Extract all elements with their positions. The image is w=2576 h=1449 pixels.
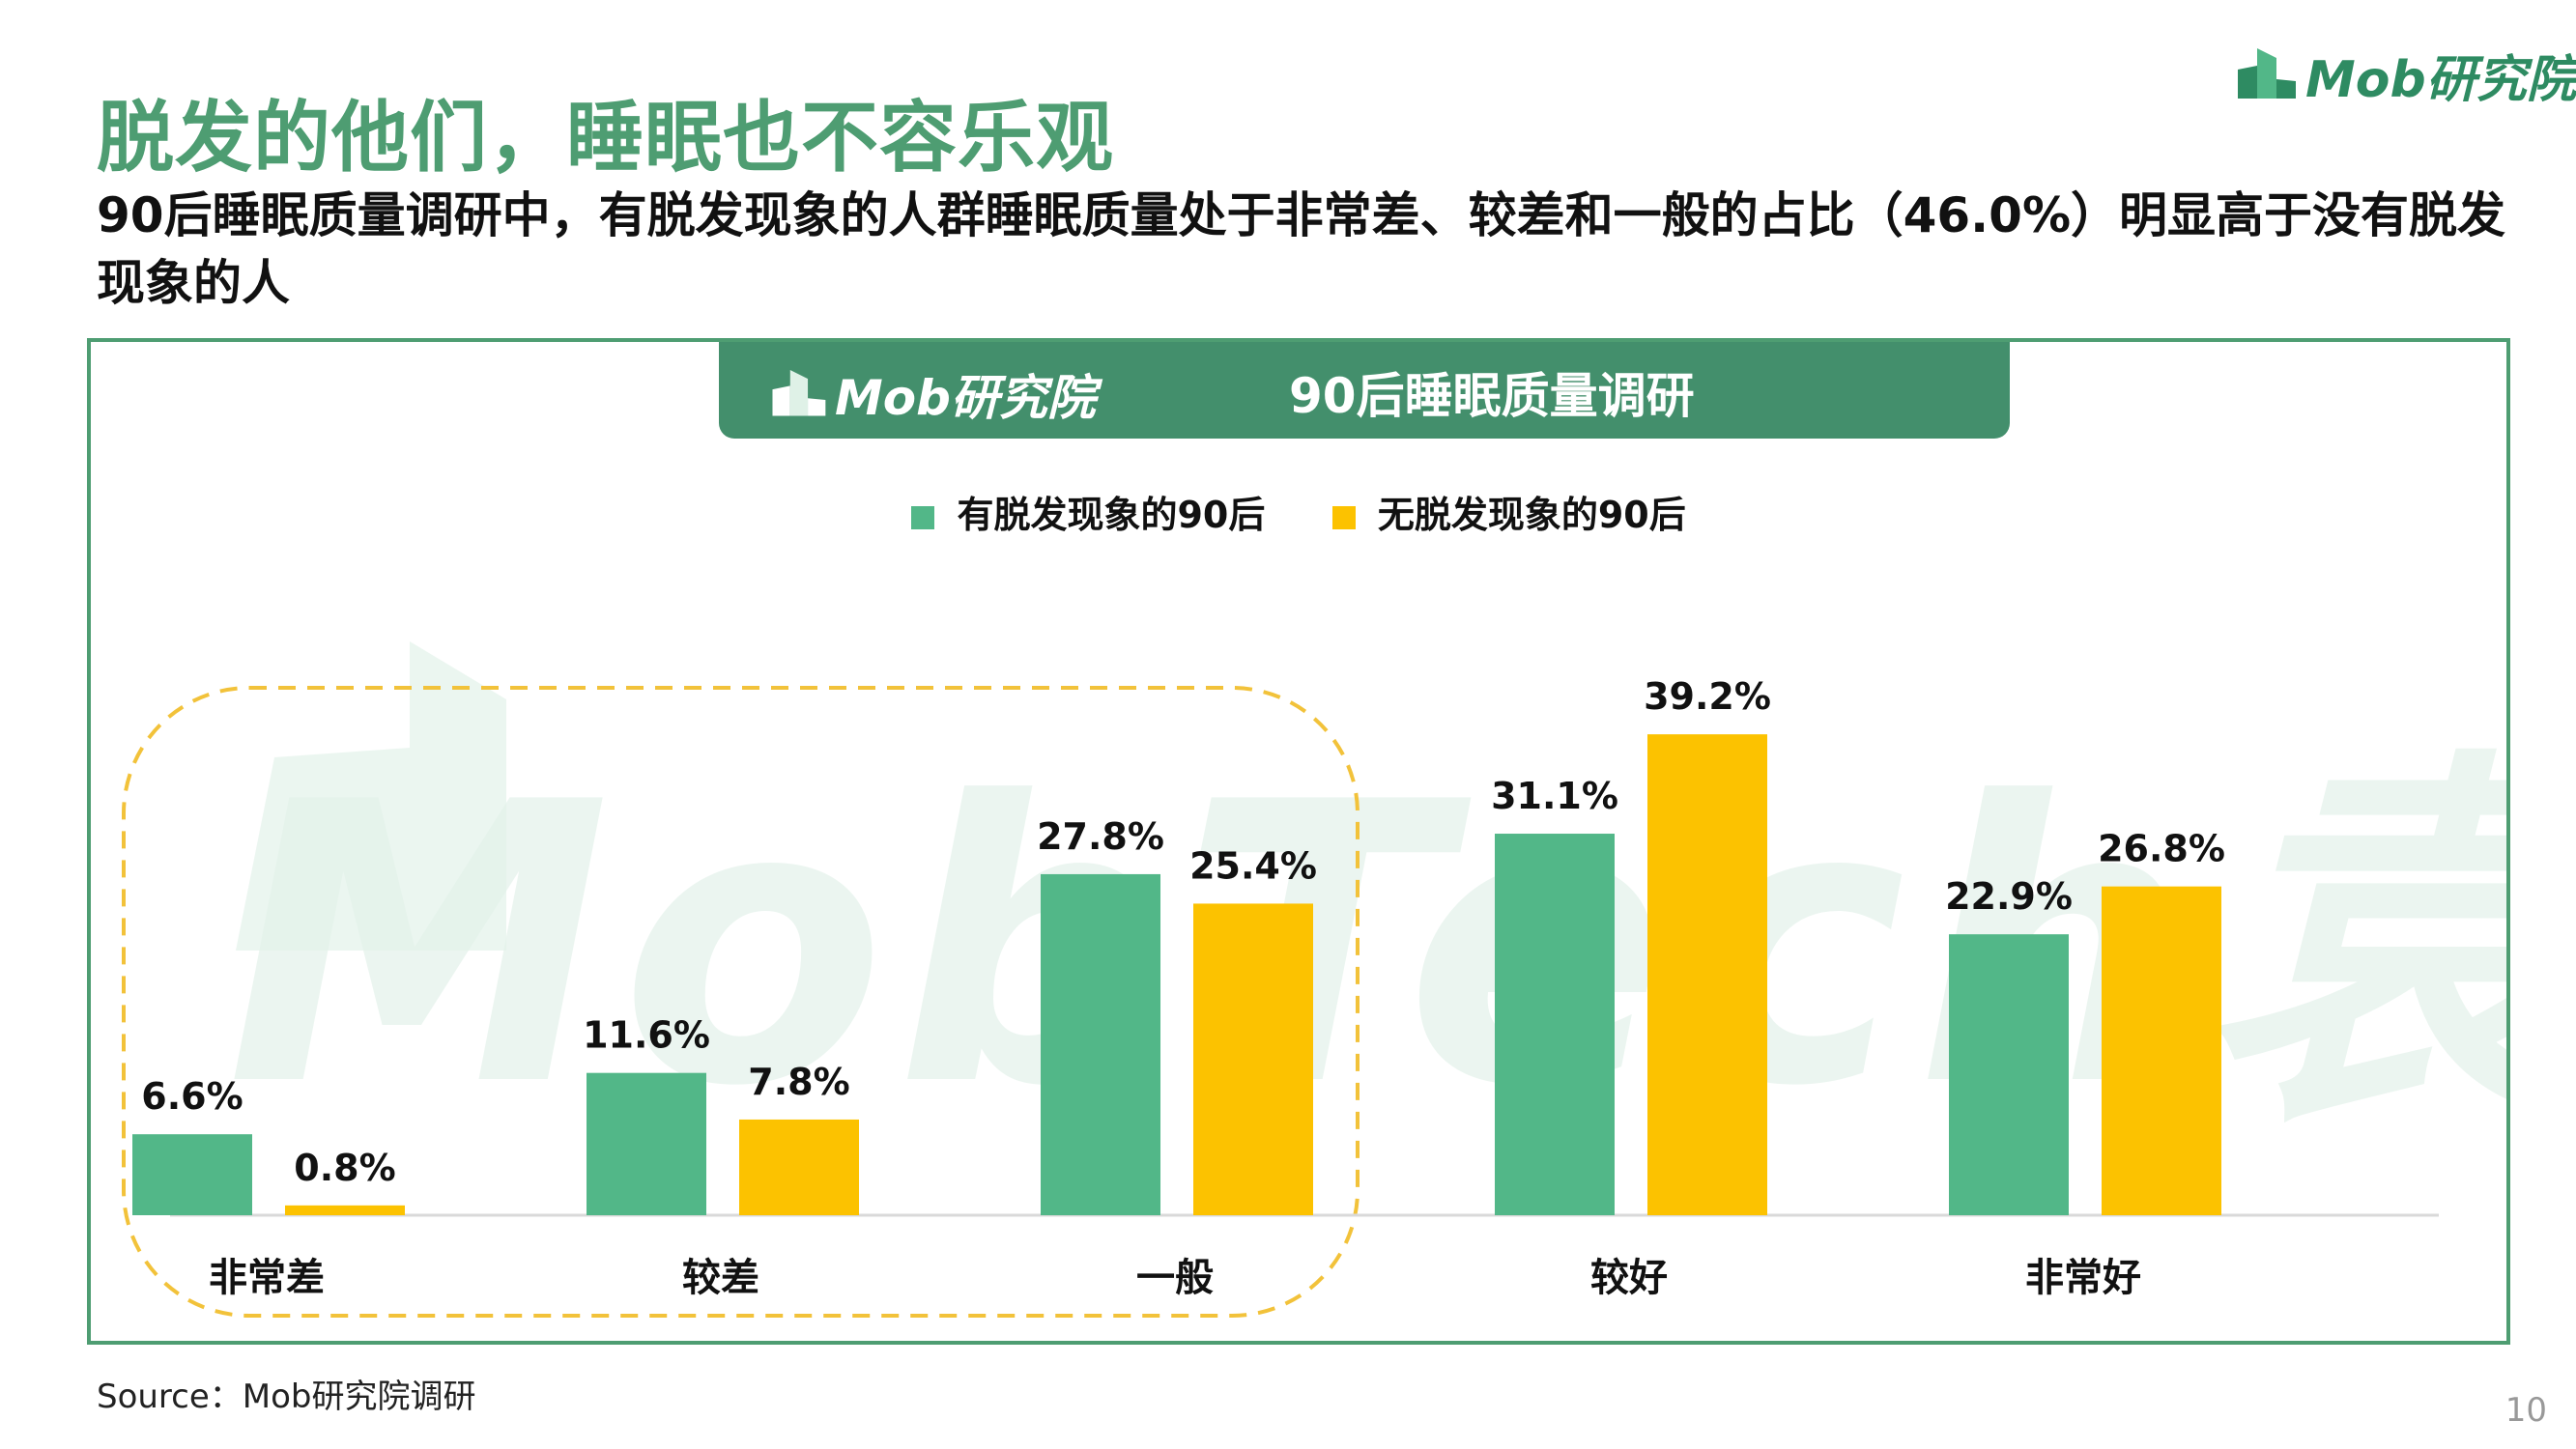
legend-label: 无脱发现象的90后 — [1377, 494, 1686, 536]
chart-banner: Mob研究院 90后睡眠质量调研 — [719, 342, 2010, 439]
watermark-logo-icon — [236, 641, 506, 951]
bar-no-hair-loss-0 — [285, 1205, 405, 1215]
legend-item-hair-loss: 有脱发现象的90后 — [911, 485, 1265, 538]
x-tick-label: 非常好 — [2025, 1256, 2141, 1300]
data-label: 26.8% — [2098, 828, 2225, 870]
bar-no-hair-loss-1 — [739, 1119, 859, 1215]
x-tick-label: 较好 — [1590, 1256, 1668, 1300]
bar-hair-loss-1 — [587, 1072, 706, 1215]
chart-panel: MobTech袁博 Mob研究院 90后睡眠质量调研 有脱发现象的90后 无脱发… — [87, 338, 2510, 1345]
legend-item-no-hair-loss: 无脱发现象的90后 — [1331, 485, 1686, 538]
x-tick-label: 较差 — [682, 1256, 759, 1300]
legend-swatch-yellow — [1331, 506, 1356, 529]
data-label: 11.6% — [583, 1014, 710, 1057]
data-label: 0.8% — [294, 1147, 395, 1189]
data-label: 22.9% — [1945, 875, 2073, 918]
bar-hair-loss-3 — [1495, 834, 1615, 1215]
data-label: 6.6% — [141, 1075, 243, 1118]
legend-swatch-green — [911, 506, 935, 529]
x-tick-label: 一般 — [1136, 1256, 1214, 1300]
data-label: 27.8% — [1037, 815, 1164, 858]
brand-logo: Mob研究院 — [2232, 29, 2576, 109]
data-label: 7.8% — [748, 1061, 849, 1103]
page-subtitle: 90后睡眠质量调研中，有脱发现象的人群睡眠质量处于非常差、较差和一般的占比（46… — [97, 187, 2506, 311]
logo-mark-icon — [2238, 48, 2296, 99]
chart-legend: 有脱发现象的90后 无脱发现象的90后 — [91, 485, 2506, 538]
bar-no-hair-loss-2 — [1193, 903, 1313, 1215]
page-number: 10 — [2504, 1391, 2547, 1430]
chart-title: 90后睡眠质量调研 — [1289, 368, 1695, 424]
banner-logo-text: Mob研究院 — [835, 370, 1096, 426]
logo-text: Mob研究院 — [2305, 51, 2576, 109]
bar-no-hair-loss-4 — [2102, 886, 2221, 1215]
legend-label: 有脱发现象的90后 — [957, 494, 1266, 536]
banner-logo: Mob研究院 — [767, 354, 1096, 426]
page-title: 脱发的他们，睡眠也不容乐观 — [97, 93, 1114, 183]
bar-no-hair-loss-3 — [1647, 734, 1767, 1215]
bar-chart: 6.6% 0.8% 非常差 11.6% 7.8% 较差 27.8% 25.4% 一般 31.1% 3… — [122, 675, 2439, 1318]
bar-hair-loss-4 — [1949, 934, 2069, 1215]
x-tick-label: 非常差 — [209, 1256, 325, 1300]
data-label: 31.1% — [1491, 775, 1618, 817]
bar-hair-loss-2 — [1041, 873, 1160, 1215]
banner-logo-mark-icon — [772, 369, 826, 416]
bar-hair-loss-0 — [132, 1134, 252, 1215]
data-label: 25.4% — [1189, 844, 1317, 887]
highlight-box — [122, 686, 1360, 1318]
source-note: Source：Mob研究院调研 — [97, 1378, 476, 1416]
data-label: 39.2% — [1644, 675, 1771, 718]
